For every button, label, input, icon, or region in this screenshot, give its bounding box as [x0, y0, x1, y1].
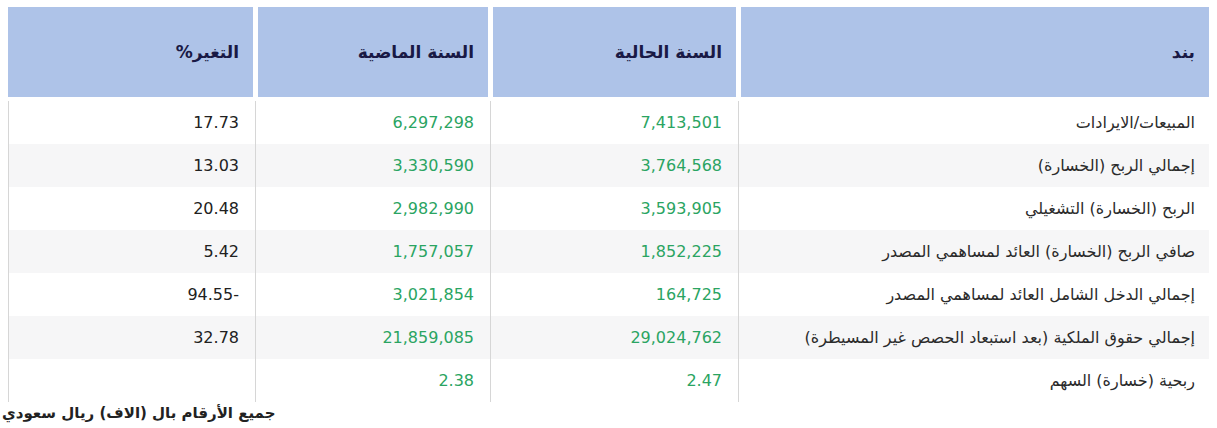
cell-change: -94.55 [8, 273, 253, 316]
cell-current-year: 3,764,568 [493, 144, 736, 187]
cell-current-year: 7,413,501 [493, 101, 736, 144]
cell-item: إجمالي الربح (الخسارة) [741, 144, 1209, 187]
cell-item: الربح (الخسارة) التشغيلي [741, 187, 1209, 230]
cell-previous-year: 2,982,990 [258, 187, 488, 230]
cell-current-year: 3,593,905 [493, 187, 736, 230]
cell-change: 32.78 [8, 316, 253, 359]
cell-previous-year: 3,021,854 [258, 273, 488, 316]
header-cell-current-year: السنة الحالية [493, 7, 736, 97]
cell-current-year: 2.47 [493, 359, 736, 402]
cell-change: 17.73 [8, 101, 253, 144]
cell-item: صافي الربح (الخسارة) العائد لمساهمي المص… [741, 230, 1209, 273]
table-row: إجمالي حقوق الملكية (بعد استبعاد الحصص غ… [8, 316, 1209, 359]
header-cell-change: التغير% [8, 7, 253, 97]
cell-previous-year: 2.38 [258, 359, 488, 402]
cell-current-year: 1,852,225 [493, 230, 736, 273]
cell-current-year: 29,024,762 [493, 316, 736, 359]
table-row: ربحية (خسارة) السهم 2.47 2.38 [8, 359, 1209, 402]
cell-previous-year: 1,757,057 [258, 230, 488, 273]
header-cell-previous-year: السنة الماضية [258, 7, 488, 97]
cell-previous-year: 6,297,298 [258, 101, 488, 144]
cell-change: 20.48 [8, 187, 253, 230]
table-row: المبيعات/الايرادات 7,413,501 6,297,298 1… [8, 101, 1209, 144]
cell-change [8, 359, 253, 402]
cell-item: ربحية (خسارة) السهم [741, 359, 1209, 402]
table-row: إجمالي الدخل الشامل العائد لمساهمي المصد… [8, 273, 1209, 316]
table-row: إجمالي الربح (الخسارة) 3,764,568 3,330,5… [8, 144, 1209, 187]
table-header-row: بند السنة الحالية السنة الماضية التغير% [8, 7, 1209, 97]
table-row: صافي الربح (الخسارة) العائد لمساهمي المص… [8, 230, 1209, 273]
cell-item: إجمالي حقوق الملكية (بعد استبعاد الحصص غ… [741, 316, 1209, 359]
table-row: الربح (الخسارة) التشغيلي 3,593,905 2,982… [8, 187, 1209, 230]
cell-item: إجمالي الدخل الشامل العائد لمساهمي المصد… [741, 273, 1209, 316]
financial-table: بند السنة الحالية السنة الماضية التغير% … [8, 7, 1209, 402]
cell-item: المبيعات/الايرادات [741, 101, 1209, 144]
cell-change: 13.03 [8, 144, 253, 187]
table-body: المبيعات/الايرادات 7,413,501 6,297,298 1… [8, 101, 1209, 402]
cell-change: 5.42 [8, 230, 253, 273]
cell-current-year: 164,725 [493, 273, 736, 316]
currency-footnote: جميع الأرقام بال (الاف) ريال سعودي [0, 404, 1217, 422]
header-cell-item: بند [741, 7, 1209, 97]
cell-previous-year: 3,330,590 [258, 144, 488, 187]
cell-previous-year: 21,859,085 [258, 316, 488, 359]
